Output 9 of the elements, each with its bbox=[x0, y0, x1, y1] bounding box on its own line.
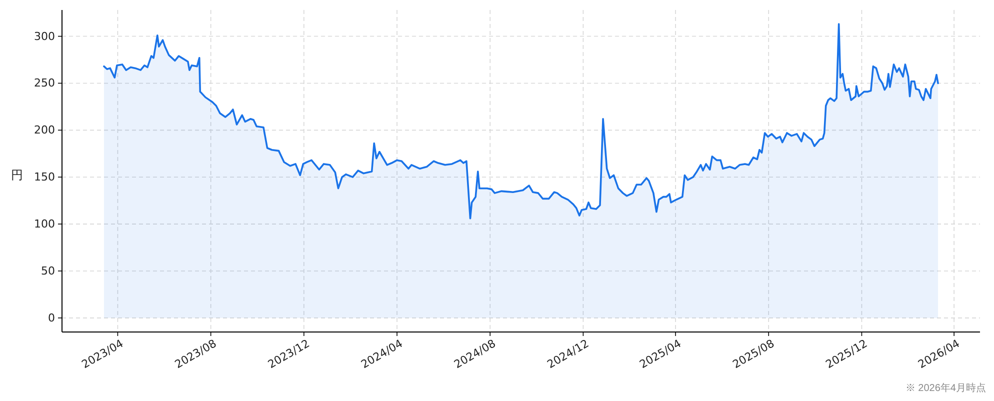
y-tick-label: 250 bbox=[34, 76, 55, 90]
text: ※ 2026年4月時点 bbox=[905, 382, 986, 394]
y-tick-label: 100 bbox=[34, 218, 55, 231]
y-tick-label: 300 bbox=[34, 30, 55, 43]
y-tick-label: 150 bbox=[34, 170, 55, 184]
y-tick-label: 50 bbox=[41, 264, 55, 278]
y-axis-title: 円 bbox=[11, 168, 23, 182]
y-tick-label: 0 bbox=[48, 311, 55, 324]
y-tick-label: 200 bbox=[34, 124, 55, 137]
